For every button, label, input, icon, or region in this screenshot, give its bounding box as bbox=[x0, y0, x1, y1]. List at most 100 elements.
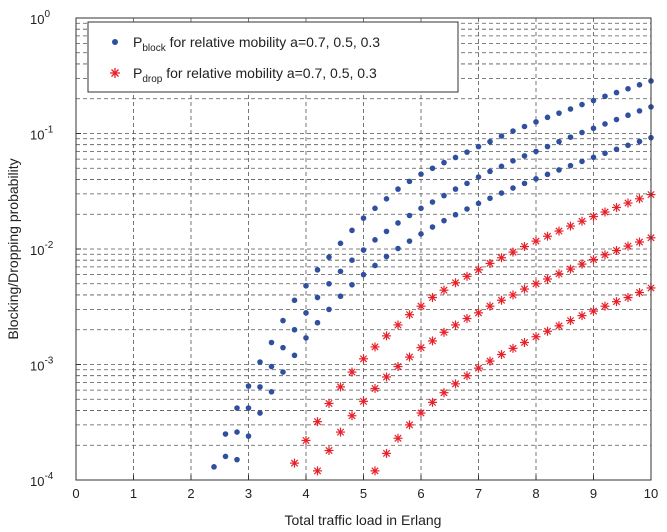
legend-symbol: P bbox=[133, 65, 142, 81]
data-point bbox=[428, 336, 437, 346]
legend-text: for relative mobility a=0.7, 0.5, 0.3 bbox=[166, 34, 381, 50]
data-point bbox=[382, 331, 391, 341]
data-point bbox=[485, 301, 495, 311]
data-point bbox=[452, 154, 459, 161]
data-point bbox=[635, 288, 644, 298]
data-point bbox=[370, 342, 380, 352]
data-points bbox=[211, 78, 656, 476]
y-tick-exponent: -2 bbox=[44, 240, 53, 251]
star-stroke bbox=[474, 364, 483, 372]
y-tick-base: 10 bbox=[30, 243, 44, 258]
star-stroke bbox=[359, 355, 368, 363]
star-stroke bbox=[520, 338, 529, 347]
data-point bbox=[579, 129, 585, 136]
data-point bbox=[314, 267, 321, 273]
data-point bbox=[613, 89, 620, 96]
data-point bbox=[439, 388, 449, 398]
data-point bbox=[429, 224, 436, 230]
star-stroke bbox=[348, 368, 356, 376]
data-point bbox=[416, 301, 426, 311]
data-point bbox=[635, 194, 644, 204]
star-stroke bbox=[302, 436, 310, 445]
y-tick-label: 10-1 bbox=[30, 125, 54, 143]
x-tick-label: 1 bbox=[130, 486, 137, 501]
data-point bbox=[429, 199, 436, 205]
data-point bbox=[497, 295, 506, 305]
data-point bbox=[498, 190, 505, 196]
data-point bbox=[372, 205, 378, 212]
data-point bbox=[439, 285, 449, 295]
data-point bbox=[347, 411, 357, 421]
data-point bbox=[429, 165, 436, 172]
star-stroke bbox=[405, 421, 414, 429]
data-point bbox=[533, 176, 539, 182]
star-stroke bbox=[624, 293, 632, 302]
data-point bbox=[372, 237, 378, 243]
data-point bbox=[303, 335, 309, 341]
data-point bbox=[268, 363, 275, 370]
star-stroke bbox=[290, 459, 299, 467]
data-point bbox=[544, 171, 551, 178]
data-point bbox=[589, 255, 598, 265]
data-point bbox=[612, 297, 621, 307]
data-point bbox=[554, 269, 564, 279]
data-point bbox=[543, 326, 552, 336]
data-point bbox=[533, 148, 539, 155]
star-stroke bbox=[325, 399, 333, 408]
data-point bbox=[497, 253, 506, 263]
star-stroke bbox=[474, 266, 483, 274]
y-tick-base: 10 bbox=[30, 128, 44, 143]
data-point bbox=[602, 150, 608, 157]
data-point bbox=[531, 332, 541, 342]
data-point bbox=[324, 398, 334, 408]
legend-symbol: P bbox=[133, 34, 142, 50]
data-point bbox=[314, 319, 321, 326]
data-point bbox=[416, 408, 426, 418]
x-tick-label: 0 bbox=[72, 486, 79, 501]
data-point bbox=[349, 281, 355, 288]
y-tick-label: 100 bbox=[30, 9, 50, 27]
data-point bbox=[520, 242, 529, 252]
star-stroke bbox=[486, 302, 494, 310]
data-point bbox=[590, 97, 597, 104]
data-point bbox=[234, 456, 240, 463]
data-point bbox=[521, 153, 528, 159]
data-point bbox=[474, 308, 483, 318]
data-point bbox=[635, 237, 644, 247]
legend-text: for relative mobility a=0.7, 0.5, 0.3 bbox=[162, 65, 377, 81]
data-point bbox=[405, 352, 414, 362]
data-point bbox=[602, 121, 608, 127]
legend: Pblock for relative mobility a=0.7, 0.5,… bbox=[87, 21, 459, 93]
star-stroke bbox=[555, 227, 563, 235]
star-stroke bbox=[635, 238, 644, 246]
data-point bbox=[451, 379, 460, 389]
data-point bbox=[360, 271, 367, 278]
star-stroke bbox=[578, 217, 586, 225]
star-stroke bbox=[348, 412, 356, 420]
data-point bbox=[577, 311, 587, 321]
data-point bbox=[326, 280, 332, 287]
star-stroke bbox=[474, 309, 483, 317]
data-point bbox=[428, 397, 437, 407]
star-stroke bbox=[382, 449, 391, 458]
data-point bbox=[544, 143, 551, 150]
data-point bbox=[360, 215, 367, 221]
data-point bbox=[336, 427, 345, 437]
star-stroke bbox=[612, 203, 621, 212]
data-point bbox=[589, 306, 598, 316]
data-point bbox=[520, 338, 529, 348]
star-stroke bbox=[394, 434, 402, 442]
y-axis-label: Blocking/Dropping probability bbox=[5, 158, 21, 339]
data-point bbox=[556, 138, 562, 145]
data-point bbox=[612, 202, 621, 212]
star-stroke bbox=[382, 373, 391, 381]
data-point bbox=[625, 142, 631, 149]
legend-subscript: drop bbox=[142, 74, 162, 85]
data-point bbox=[280, 344, 286, 351]
data-point bbox=[567, 106, 574, 112]
legend-label-drop: Pdrop for relative mobility a=0.7, 0.5, … bbox=[133, 65, 377, 85]
data-point bbox=[485, 356, 495, 366]
data-point bbox=[245, 405, 252, 411]
legend-entry-block: Pblock for relative mobility a=0.7, 0.5,… bbox=[112, 34, 380, 54]
